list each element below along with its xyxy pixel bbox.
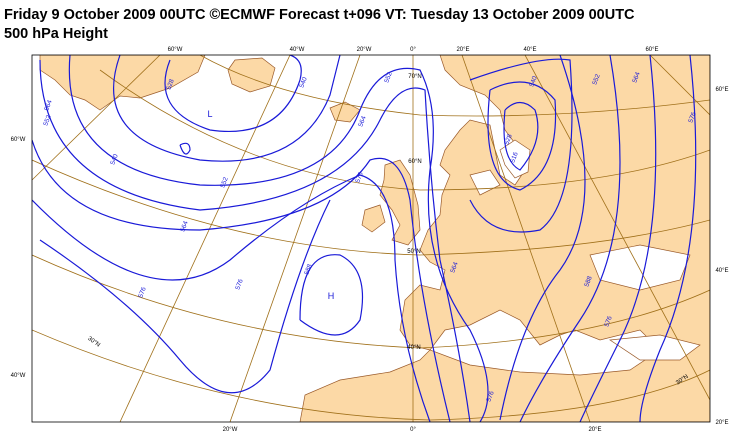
contour-label: 552 xyxy=(42,114,52,127)
contour-label: 552 xyxy=(383,71,393,84)
top-lon-label: 20°E xyxy=(456,47,469,53)
top-lon-label: 20°W xyxy=(357,47,372,53)
contour-label: 552 xyxy=(591,73,601,86)
left-label: 60°W xyxy=(11,137,26,143)
left-label: 40°W xyxy=(11,373,26,379)
contour-label: 528 xyxy=(165,78,175,91)
contour-label: 564 xyxy=(43,99,53,112)
right-label: 40°E xyxy=(715,268,728,274)
contour-label: 576 xyxy=(687,111,697,124)
title: Friday 9 October 2009 00UTC ©ECMWF Forec… xyxy=(4,7,635,23)
land xyxy=(39,55,710,422)
map-frame xyxy=(31,54,711,423)
lat-label: 60°N xyxy=(408,159,421,165)
contour-label: 564 xyxy=(449,261,459,274)
contour-label: 576 xyxy=(354,171,364,184)
contour-label: 576 xyxy=(485,390,495,403)
contour-label: 576 xyxy=(234,278,244,291)
right-label: 20°E xyxy=(715,420,728,426)
bottom-lon-label: 20°E xyxy=(588,427,601,433)
contour-label: 564 xyxy=(179,220,189,233)
height-contours xyxy=(32,55,697,422)
lat-label: 50°N xyxy=(407,249,420,255)
contour-label: 552 xyxy=(219,176,229,189)
top-lon-label: 40°E xyxy=(523,47,536,53)
contour-label: 576 xyxy=(137,286,147,299)
contour-label: 528 xyxy=(503,133,513,146)
right-label: 60°E xyxy=(715,87,728,93)
lat-label: 40°N xyxy=(407,345,420,351)
bottom-lon-label: 0° xyxy=(410,427,416,433)
contour-label: 540 xyxy=(109,153,119,166)
contour-label: 576 xyxy=(603,315,613,328)
low-center: L xyxy=(207,109,212,119)
bottom-lon-label: 20°W xyxy=(223,427,238,433)
lat-label: 70°N xyxy=(408,74,421,80)
top-lon-label: 0° xyxy=(410,47,416,53)
top-lon-label: 60°E xyxy=(645,47,658,53)
high-center: H xyxy=(328,291,335,301)
contour-label: 540 xyxy=(298,76,308,89)
contour-label: 564 xyxy=(631,71,641,84)
top-lon-label: 60°W xyxy=(168,47,183,53)
contour-label: 564 xyxy=(357,115,367,128)
contour-label: 540 xyxy=(528,75,538,88)
contour-label: 588 xyxy=(583,275,593,288)
contour-label: 516 xyxy=(509,151,519,164)
contour-label: 588 xyxy=(303,263,313,276)
subtitle: 500 hPa Height xyxy=(4,26,108,42)
top-lon-label: 40°W xyxy=(290,47,305,53)
